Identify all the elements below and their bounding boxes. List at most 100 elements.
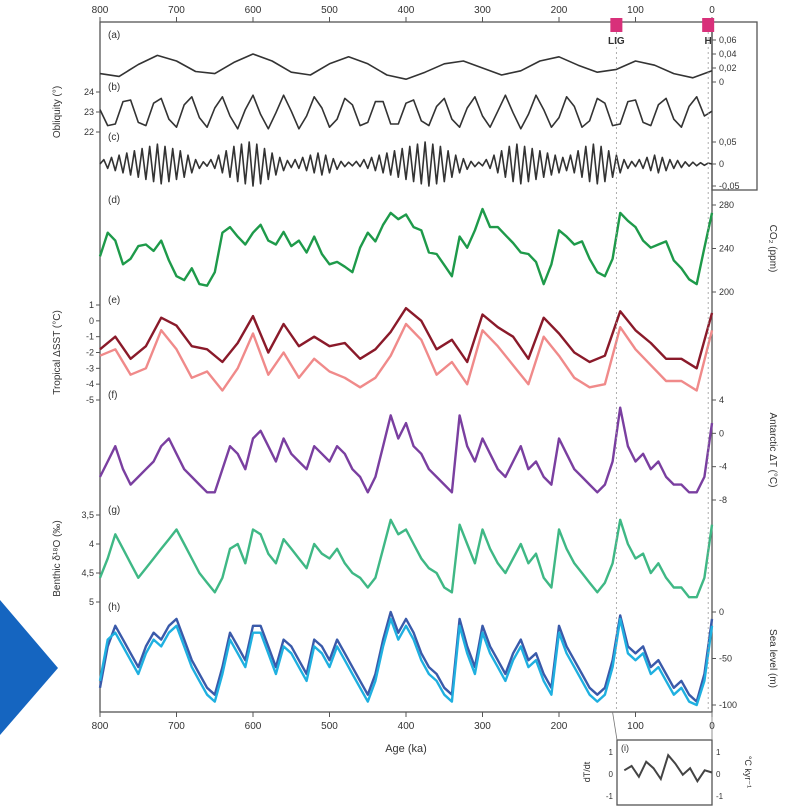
y-tick-label-left: 3,5 [81,510,94,520]
panel-g: (g) 3,5 4 4,5 5 Benthic δ¹⁸O (‰) [52,505,714,607]
panel-tag: (c) [108,132,120,143]
series-line [98,610,714,703]
y-tick-label-right: 240 [719,244,734,254]
series-line [98,207,714,287]
x-tick-label-bottom: 500 [321,721,338,732]
series-line [99,94,713,130]
period-marker-label: LIG [608,36,625,47]
x-tick-label-bottom: 200 [551,721,568,732]
top-markers: LIG H [608,18,715,712]
x-tick-label-bottom: 400 [398,721,415,732]
panel-h: (h) 0 -50 -100 Sea level (m) [98,602,778,710]
x-tick-label-bottom: 800 [92,721,109,732]
y-tick-label-right: -0,05 [719,181,740,191]
panel-e: (e) 1 0 -1 -2 -3 -4 -5 Tropical ΔSST (°C) [52,295,714,405]
inset-tick-label-right: 0 [716,770,721,779]
x-tick-label-top: 100 [627,5,644,16]
x-tick-label-top: 500 [321,5,338,16]
x-axis-label: Age (ka) [385,743,427,755]
y-tick-label-left: -4 [86,379,94,389]
inset-tick-label-left: -1 [606,792,614,801]
panel-c: (c) 0,05 0 -0,05 [99,132,740,191]
y-tick-label-right: 200 [719,287,734,297]
y-tick-label-right: 0,04 [719,49,737,59]
panel-d: (d) 280 240 200 CO₂ (ppm) [98,195,778,297]
period-marker [702,18,715,32]
panel-b: (b) 24 23 22 Obliquity (°) [52,82,713,138]
inset-tick-label-left: 0 [609,770,614,779]
y-tick-label-right: 0 [719,607,724,617]
x-tick-label-top: 600 [245,5,262,16]
y-tick-label-left: 22 [84,127,94,137]
y-tick-label-left: 0 [89,316,94,326]
x-tick-label-top: 800 [92,5,109,16]
y-tick-label-right: 0 [719,77,724,87]
x-tick-label-top: 0 [709,5,715,16]
panel-tag: (g) [108,505,120,516]
y-tick-label-left: -3 [86,363,94,373]
series-line [99,307,714,370]
y-axis-label-right: Antarctic ΔT (°C) [767,413,778,488]
y-axis-label-right: CO₂ (ppm) [767,225,778,273]
x-tick-label-top: 200 [551,5,568,16]
y-axis-label-left: Obliquity (°) [52,86,63,138]
y-tick-label-right: 4 [719,395,724,405]
inset-label-right: °C kyr⁻¹ [743,756,753,788]
period-marker [610,18,623,32]
blue-arrow-shape [0,600,58,735]
x-tick-label-top: 400 [398,5,415,16]
series-line [99,141,713,187]
inset-label-left: dT/dt [582,761,592,782]
panel-f: (f) 4 0 -4 -8 Antarctic ΔT (°C) [98,390,778,505]
inset-frame [616,739,713,806]
panel-tag: (a) [108,30,120,41]
y-tick-label-left: 4 [89,539,94,549]
inset-series-line [623,753,713,784]
period-marker-label: H [705,36,712,47]
y-tick-label-right: 0,05 [719,137,737,147]
x-tick-label-bottom: 700 [168,721,185,732]
inset-tag: (i) [621,743,629,753]
x-tick-label-top: 700 [168,5,185,16]
y-tick-label-right: -8 [719,495,727,505]
panel-tag: (b) [108,82,120,93]
y-tick-label-left: -1 [86,332,94,342]
y-axis-label-right: Sea level (m) [767,629,778,688]
y-tick-label-right: 280 [719,200,734,210]
y-axis-label-left: Benthic δ¹⁸O (‰) [52,520,63,596]
y-tick-label-right: -100 [719,700,737,710]
y-tick-label-right: 0 [719,159,724,169]
series-line [99,322,714,392]
series-line [98,406,714,494]
y-tick-label-right: -50 [719,654,732,664]
inset-tick-label-left: 1 [609,748,614,757]
inset-connector [612,711,618,741]
panel-tag: (d) [108,195,120,206]
y-tick-label-left: -2 [86,348,94,358]
panel-tag: (f) [108,390,117,401]
y-tick-label-left: 5 [89,597,94,607]
y-tick-label-left: 23 [84,107,94,117]
y-tick-label-right: 0 [719,428,724,438]
y-tick-label-left: 1 [89,300,94,310]
x-tick-label-top: 300 [474,5,491,16]
y-tick-label-left: 24 [84,87,94,97]
x-tick-label-bottom: 100 [627,721,644,732]
series-line [99,53,713,80]
panel-a: (a) 0,06 0,04 0,02 0 [99,30,737,87]
y-axis-label-left: Tropical ΔSST (°C) [52,310,63,395]
x-tick-label-bottom: 300 [474,721,491,732]
y-tick-label-right: 0,02 [719,63,737,73]
series-line [98,617,714,707]
y-tick-label-left: -5 [86,395,94,405]
y-tick-label-left: 4,5 [81,568,94,578]
panel-tag: (e) [108,295,120,306]
inset-panel: (i) 1 0 -1 1 0 -1 dT/dt °C kyr⁻¹ [582,711,753,806]
y-tick-label-right: 0,06 [719,35,737,45]
inset-tick-label-right: -1 [716,792,724,801]
y-tick-label-right: -4 [719,462,727,472]
x-tick-label-bottom: 600 [245,721,262,732]
series-line [98,518,714,599]
chart-panels: (a) 0,06 0,04 0,02 0 (b) 24 23 22 Obliquity (°) (c… [52,30,778,710]
